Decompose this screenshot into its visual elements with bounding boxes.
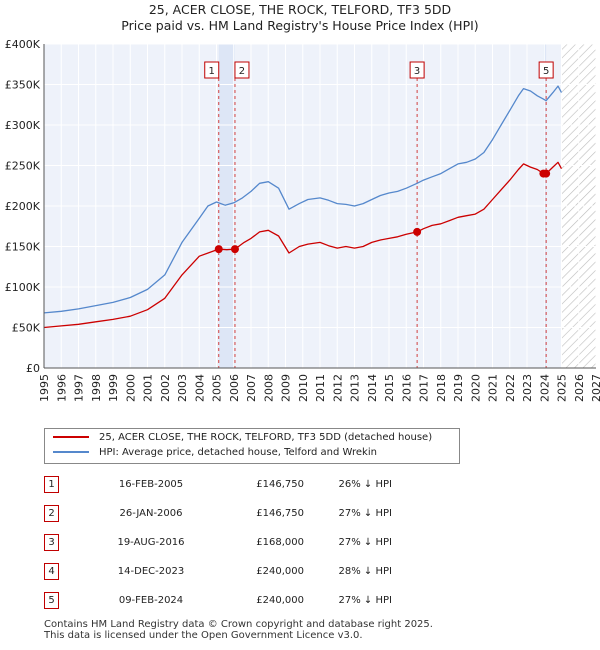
- legend-label-hpi: HPI: Average price, detached house, Telf…: [99, 447, 377, 458]
- legend-label-property: 25, ACER CLOSE, THE ROCK, TELFORD, TF3 5…: [99, 432, 433, 443]
- transaction-hpi: 27% ↓ HPI: [338, 508, 392, 519]
- transaction-hpi: 28% ↓ HPI: [338, 566, 392, 577]
- y-tick-label: £100K: [5, 281, 41, 294]
- transaction-date: 26-JAN-2006: [119, 508, 183, 519]
- x-tick-label: 2008: [262, 374, 275, 402]
- legend-swatch-hpi: [53, 451, 89, 453]
- x-tick-label: 2009: [280, 374, 293, 402]
- x-tick-label: 1996: [55, 374, 68, 402]
- x-tick-label: 2004: [193, 374, 206, 402]
- y-tick-label: £200K: [5, 200, 41, 213]
- x-tick-label: 2025: [556, 374, 569, 402]
- y-tick-label: £150K: [5, 241, 41, 254]
- x-tick-label: 2001: [142, 374, 155, 402]
- transaction-marker-box: [409, 61, 425, 79]
- x-tick-label: 2023: [521, 374, 534, 402]
- y-tick-label: £400K: [5, 38, 41, 51]
- transactions-table: 1 16-FEB-2005 £146,750 26% ↓ HPI 2 26-JA…: [44, 470, 392, 615]
- footer-credits: Contains HM Land Registry data © Crown c…: [44, 619, 433, 641]
- x-tick-label: 2015: [383, 374, 396, 402]
- transaction-date: 14-DEC-2023: [117, 566, 185, 577]
- transaction-point: [230, 245, 239, 254]
- x-tick-label: 2020: [469, 374, 482, 402]
- x-tick-label: 2019: [452, 374, 465, 402]
- x-tick-label: 2018: [435, 374, 448, 402]
- footer-line-1: Contains HM Land Registry data © Crown c…: [44, 619, 433, 630]
- title-line-2: Price paid vs. HM Land Registry's House …: [121, 18, 479, 33]
- table-row: 2 26-JAN-2006 £146,750 27% ↓ HPI: [44, 499, 392, 528]
- x-tick-label: 2003: [176, 374, 189, 402]
- transaction-price: £146,750: [256, 479, 304, 490]
- title-line-1: 25, ACER CLOSE, THE ROCK, TELFORD, TF3 5…: [148, 2, 452, 17]
- x-tick-label: 2010: [297, 374, 310, 402]
- transaction-marker-box: [204, 61, 220, 79]
- x-tick-label: 2022: [504, 374, 517, 402]
- transaction-marker-box: [538, 61, 554, 79]
- table-row: 5 09-FEB-2024 £240,000 27% ↓ HPI: [44, 586, 392, 615]
- x-tick-label: 2005: [211, 374, 224, 402]
- hpi-series-line: [43, 85, 563, 314]
- transaction-point: [413, 227, 422, 236]
- y-tick-label: £250K: [5, 160, 41, 173]
- transaction-number: 3: [44, 534, 59, 551]
- x-tick-label: 1995: [38, 374, 51, 402]
- legend: 25, ACER CLOSE, THE ROCK, TELFORD, TF3 5…: [44, 428, 460, 464]
- transaction-date: 09-FEB-2024: [118, 595, 184, 606]
- x-tick-label: 2000: [124, 374, 137, 402]
- legend-item-property: 25, ACER CLOSE, THE ROCK, TELFORD, TF3 5…: [53, 431, 432, 445]
- x-tick-label: 2016: [400, 374, 413, 402]
- transaction-date: 19-AUG-2016: [117, 537, 185, 548]
- x-tick-label: 2012: [331, 374, 344, 402]
- transaction-marker-label: 1: [209, 66, 215, 77]
- transaction-number: 2: [44, 505, 59, 522]
- transaction-price: £240,000: [256, 566, 304, 577]
- footer-line-2: This data is licensed under the Open Gov…: [44, 630, 363, 641]
- table-row: 1 16-FEB-2005 £146,750 26% ↓ HPI: [44, 470, 392, 499]
- y-tick-label: £350K: [5, 79, 41, 92]
- transaction-marker-label: 2: [239, 66, 245, 77]
- transaction-marker-box: [234, 61, 250, 79]
- table-row: 3 19-AUG-2016 £168,000 27% ↓ HPI: [44, 528, 392, 557]
- transaction-marker-label: 3: [414, 66, 420, 77]
- chart-title: 25, ACER CLOSE, THE ROCK, TELFORD, TF3 5…: [0, 2, 600, 34]
- x-tick-label: 2024: [538, 374, 551, 402]
- transaction-number: 4: [44, 563, 59, 580]
- x-tick-label: 1997: [73, 374, 86, 402]
- x-tick-label: 2026: [573, 374, 586, 402]
- transaction-point: [214, 245, 223, 254]
- table-row: 4 14-DEC-2023 £240,000 28% ↓ HPI: [44, 557, 392, 586]
- x-tick-label: 2017: [418, 374, 431, 402]
- x-tick-label: 1998: [90, 374, 103, 402]
- x-tick-label: 2013: [349, 374, 362, 402]
- x-tick-label: 2027: [590, 374, 600, 402]
- x-tick-label: 2021: [487, 374, 500, 402]
- transaction-price: £146,750: [256, 508, 304, 519]
- x-tick-label: 1999: [107, 374, 120, 402]
- x-tick-label: 2006: [228, 374, 241, 402]
- transaction-hpi: 26% ↓ HPI: [338, 479, 392, 490]
- x-tick-label: 2007: [245, 374, 258, 402]
- transaction-number: 1: [44, 476, 59, 493]
- transaction-number: 5: [44, 592, 59, 609]
- legend-item-hpi: HPI: Average price, detached house, Telf…: [53, 446, 377, 460]
- property-series-line: [43, 161, 563, 329]
- price-chart: £0 £50K £100K £150K £200K £250K £300K £350K £400…: [5, 38, 600, 402]
- y-tick-label: £300K: [5, 119, 41, 132]
- legend-swatch-property: [53, 436, 89, 438]
- x-tick-label: 2011: [314, 374, 327, 402]
- x-tick-label: 2014: [366, 374, 379, 402]
- y-tick-label: £0: [26, 362, 40, 375]
- transaction-hpi: 27% ↓ HPI: [338, 537, 392, 548]
- transaction-date: 16-FEB-2005: [118, 479, 184, 490]
- transaction-point: [542, 169, 551, 178]
- transaction-price: £168,000: [256, 537, 304, 548]
- x-tick-label: 2002: [159, 374, 172, 402]
- y-tick-label: £50K: [12, 322, 41, 335]
- transaction-hpi: 27% ↓ HPI: [338, 595, 392, 606]
- transaction-price: £240,000: [256, 595, 304, 606]
- transaction-marker-label: 5: [543, 66, 549, 77]
